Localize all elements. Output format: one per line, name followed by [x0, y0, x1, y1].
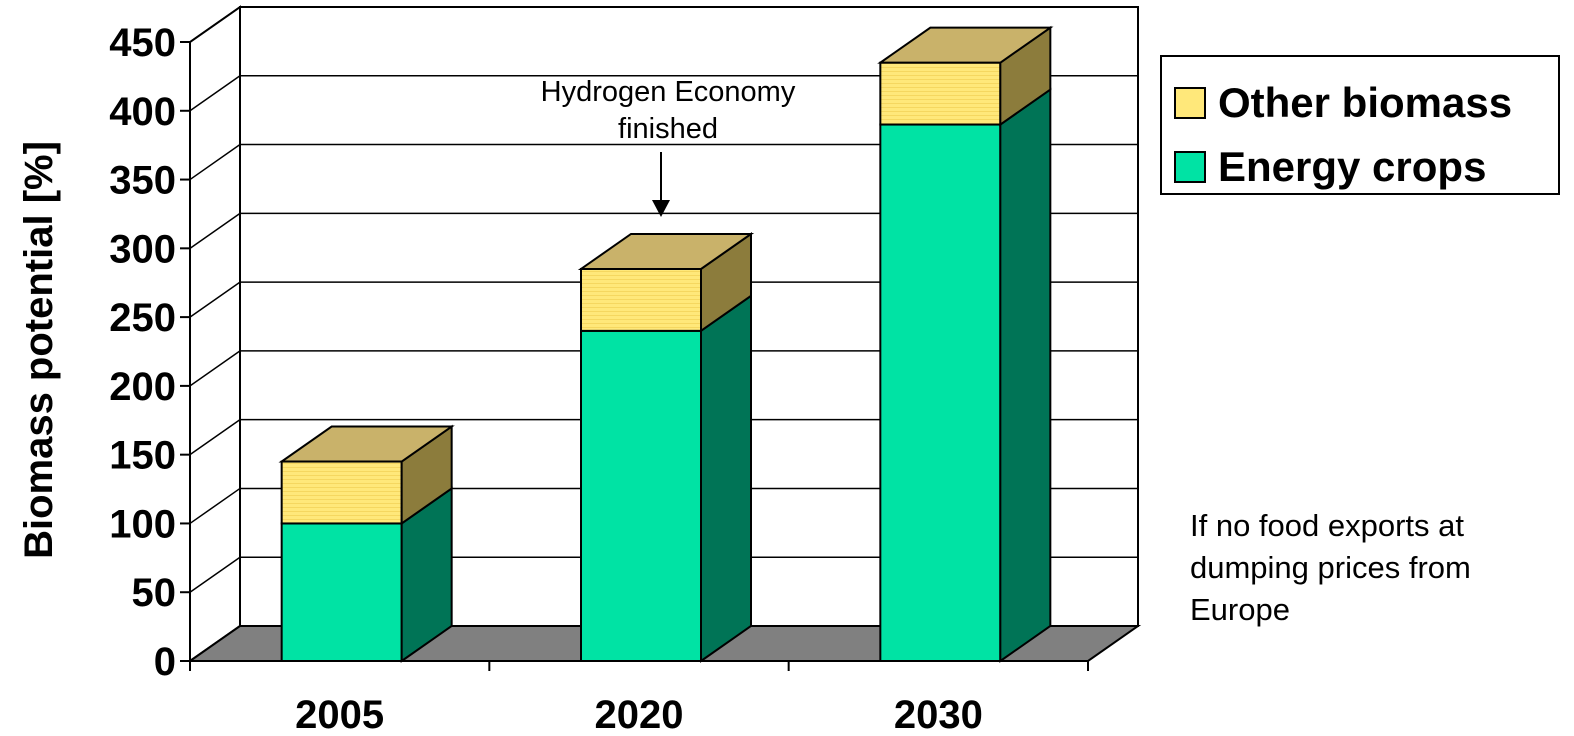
- gridline: [189, 281, 1138, 318]
- bars: [278, 25, 1054, 663]
- annotation-arrow-head: [652, 200, 670, 217]
- side-note-line-2: dumping prices from: [1190, 550, 1471, 585]
- y-tick-label: 0: [154, 640, 176, 684]
- legend-swatch-energy-crops: [1174, 151, 1206, 183]
- x-axis: 2005 2020 2030: [189, 660, 1089, 736]
- gridline: [189, 487, 1138, 525]
- x-tick-label-2030: 2030: [894, 693, 983, 736]
- annotation-line-1: Hydrogen Economy: [541, 76, 796, 108]
- bar-top-2005: [278, 425, 455, 463]
- y-axis-title: Biomass potential [%]: [17, 141, 61, 559]
- y-tick-label: 150: [109, 434, 176, 478]
- x-tick-label-2020: 2020: [595, 693, 684, 736]
- bar-side-2030-energy-crops: [999, 87, 1052, 663]
- y-tick-label: 300: [109, 227, 176, 271]
- legend: Other biomass Energy crops: [1160, 55, 1560, 195]
- legend-label-other-biomass: Other biomass: [1218, 79, 1513, 126]
- legend-label-energy-crops: Energy crops: [1218, 143, 1487, 190]
- annotation-line-2: finished: [618, 113, 718, 145]
- bar-front-2030-other-biomass: [879, 61, 1002, 126]
- y-tick-label: 350: [109, 159, 176, 203]
- y-axis: 0 50 100 150 200 250 300 350 400 450: [109, 21, 191, 684]
- bar-top-2020: [577, 232, 755, 270]
- gridline: [189, 75, 1138, 112]
- annotation: Hydrogen Economy finished: [541, 76, 796, 217]
- y-tick-label: 200: [109, 365, 176, 409]
- bar-front-2005-other-biomass: [280, 460, 403, 525]
- gridline: [189, 6, 1138, 43]
- bar-front-2005-energy-crops: [280, 522, 403, 663]
- bar-front-2030-energy-crops: [879, 123, 1002, 663]
- y-tick-label: 50: [132, 571, 177, 615]
- gridline: [189, 212, 1138, 249]
- y-tick-label: 400: [109, 90, 176, 134]
- gridline: [189, 556, 1138, 593]
- side-note-line-1: If no food exports at: [1190, 508, 1465, 543]
- gridline: [189, 350, 1138, 387]
- legend-item-energy-crops: Energy crops: [1174, 143, 1486, 191]
- side-note-line-3: Europe: [1190, 592, 1290, 627]
- bar-front-2020-energy-crops: [580, 329, 702, 662]
- gridline: [189, 418, 1138, 456]
- legend-item-other-biomass: Other biomass: [1174, 79, 1512, 127]
- y-tick-label: 100: [109, 502, 176, 546]
- bar-side-2020-energy-crops: [700, 293, 752, 663]
- bar-top-2030: [877, 26, 1054, 64]
- bar-front-2020-other-biomass: [580, 267, 702, 332]
- legend-swatch-other-biomass: [1174, 87, 1206, 119]
- y-tick-label: 450: [109, 21, 176, 65]
- y-tick-label: 250: [109, 296, 176, 340]
- gridline: [189, 143, 1138, 181]
- gridlines: [189, 6, 1138, 593]
- side-note: If no food exports at dumping prices fro…: [1190, 505, 1560, 631]
- x-tick-label-2005: 2005: [295, 693, 384, 736]
